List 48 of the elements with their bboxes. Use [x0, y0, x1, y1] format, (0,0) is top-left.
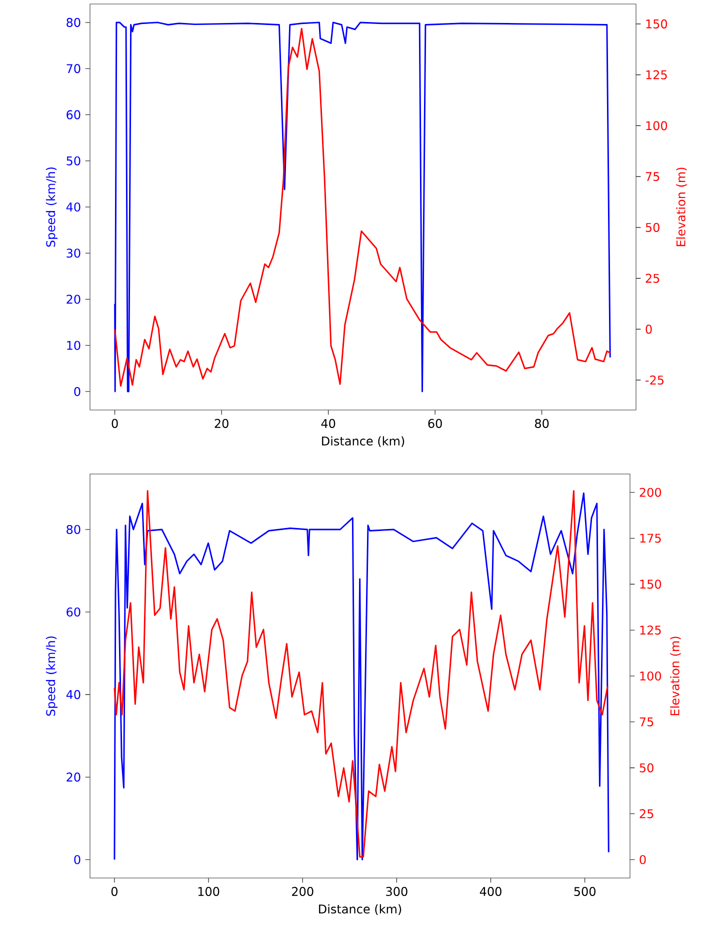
x-tick-label: 200 [292, 886, 314, 896]
y-tick-label: 20 [66, 294, 80, 304]
y-tick-label: 0 [74, 855, 80, 864]
x-tick-label: 400 [480, 886, 502, 896]
y-tick-label: 80 [66, 18, 80, 27]
x-tick-label: 20 [214, 418, 228, 428]
y2-tick-label: 125 [640, 626, 661, 635]
y-axis-title: Speed (km/h) [46, 636, 58, 716]
x-axis-title: Distance (km) [319, 904, 402, 915]
y-tick-label: 10 [67, 340, 80, 350]
y-tick-label: 40 [66, 202, 80, 212]
y-tick-label: 60 [66, 607, 80, 617]
y-tick-label: 50 [66, 156, 80, 166]
x-tick-label: 60 [428, 418, 442, 428]
y2-tick-label: 50 [646, 222, 660, 232]
x-tick-label: 40 [321, 418, 336, 428]
y-tick-label: 0 [74, 387, 80, 396]
y-tick-label: 70 [66, 64, 80, 74]
y-axis-title: Speed (km/h) [46, 167, 58, 247]
y-tick-label: 60 [66, 110, 80, 120]
x-tick-label: 500 [574, 886, 596, 896]
y2-tick-label: 25 [646, 274, 660, 283]
y-tick-label: 20 [66, 772, 80, 782]
x-tick-label: 80 [534, 418, 549, 428]
x-tick-label: 0 [112, 418, 118, 428]
y2-tick-label: 75 [640, 717, 654, 726]
y-tick-label: 80 [66, 524, 80, 534]
x-tick-label: 0 [111, 886, 118, 896]
y2-tick-label: 150 [646, 19, 668, 28]
y2-tick-label: 0 [640, 855, 646, 864]
y2-axis-title: Elevation (m) [676, 168, 687, 246]
y2-tick-label: 200 [640, 488, 662, 497]
y-tick-label: 30 [66, 248, 80, 258]
y2-tick-label: 25 [640, 809, 654, 818]
y2-tick-label: -25 [646, 376, 664, 385]
x-tick-label: 300 [386, 886, 408, 896]
y2-tick-label: 50 [640, 763, 654, 772]
y2-tick-label: 100 [640, 671, 662, 681]
y2-tick-label: 175 [640, 534, 661, 543]
y2-tick-label: 100 [646, 121, 668, 130]
y2-tick-label: 75 [646, 172, 660, 182]
y-tick-label: 40 [66, 690, 80, 700]
y2-tick-label: 150 [640, 580, 662, 589]
y2-tick-label: 125 [646, 70, 667, 80]
x-axis-title: Distance (km) [322, 436, 404, 447]
y2-tick-label: 0 [646, 324, 652, 334]
x-tick-label: 100 [198, 886, 220, 896]
y2-axis-title: Elevation (m) [670, 636, 681, 716]
